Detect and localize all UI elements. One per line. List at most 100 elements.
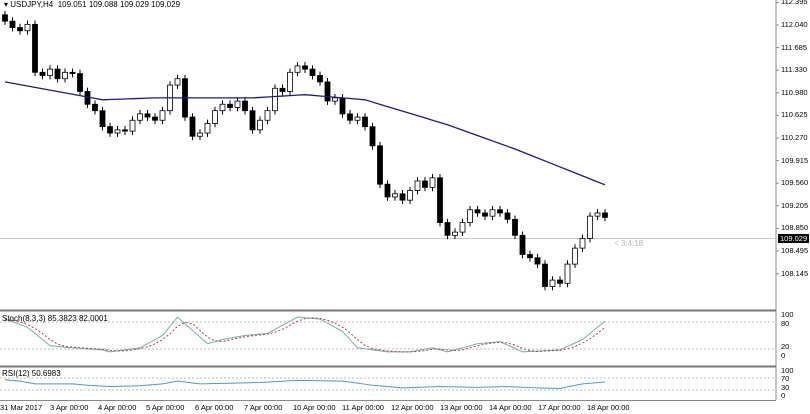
bull-candle [197, 132, 203, 137]
bull-candle [429, 177, 436, 188]
time-tick: 18 Apr 00:00 [587, 403, 630, 412]
stoch-level: 80 [781, 319, 790, 328]
bear-candle [512, 218, 518, 236]
rsi-line [4, 379, 606, 389]
bull-candle [452, 231, 458, 236]
bear-candle [422, 180, 428, 188]
bull-candle [414, 180, 421, 191]
bull-candle [137, 113, 143, 121]
bear-candle [324, 81, 331, 102]
stoch-level: 20 [781, 342, 790, 351]
bear-candle [444, 222, 451, 236]
bull-candle [219, 103, 226, 112]
bear-candle [527, 254, 533, 259]
bear-candle [399, 193, 406, 201]
bear-candle [474, 209, 481, 214]
price-tick: 110.980 [781, 87, 808, 97]
bull-candle [467, 209, 473, 223]
bull-candle [114, 129, 121, 134]
bull-candle [272, 87, 278, 112]
bear-candle [482, 212, 488, 217]
bull-candle [294, 65, 301, 73]
price-tick: 112.395 [781, 0, 808, 7]
bear-candle [437, 177, 443, 223]
time-tick: 14 Apr 00:00 [489, 403, 532, 412]
price-tick: 109.915 [781, 155, 809, 165]
bear-candle [542, 263, 548, 287]
time-tick: 13 Apr 00:00 [440, 403, 483, 412]
bear-candle [144, 113, 151, 118]
bull-candle [594, 212, 601, 217]
bear-candle [347, 113, 353, 121]
bull-candle [407, 190, 413, 201]
bear-candle [302, 65, 308, 70]
bear-candle [557, 279, 563, 284]
bull-candle [129, 119, 136, 132]
bull-candle [287, 71, 293, 92]
time-tick: 12 Apr 00:00 [391, 403, 434, 412]
bear-candle [99, 110, 106, 128]
time-tick: 5 Apr 00:00 [146, 403, 185, 412]
bear-candle [497, 209, 503, 214]
bear-candle [519, 234, 526, 255]
bear-candle [69, 71, 76, 74]
bear-candle [54, 68, 61, 80]
bull-candle [204, 123, 211, 134]
price-tick: 111.330 [781, 65, 807, 75]
bull-candle [579, 238, 586, 249]
bull-candle [549, 279, 556, 287]
bear-candle [2, 14, 8, 22]
bear-candle [152, 116, 158, 121]
symbol-label: USDJPY,H4 [10, 0, 54, 9]
bear-candle [77, 73, 83, 92]
bull-candle [159, 110, 166, 121]
price-tick: 111.685 [781, 42, 807, 52]
bull-candle [24, 23, 31, 32]
ohlc-readout: 109.051 109.088 109.029 109.029 [57, 0, 181, 9]
bull-candle [392, 193, 398, 198]
bear-candle [534, 257, 541, 265]
chart-title: ▾ USDJPY,H4 109.051 109.088 109.029 109.… [4, 0, 181, 9]
bear-candle [317, 75, 323, 83]
bull-candle [234, 100, 241, 108]
bull-candle [212, 110, 218, 124]
time-tick: 4 Apr 00:00 [98, 403, 137, 412]
bull-candle [459, 222, 466, 233]
bull-candle [174, 78, 181, 86]
stoch-level: 0 [781, 351, 786, 360]
bull-candle [489, 209, 496, 217]
time-tick: 31 Mar 2017 [0, 403, 43, 412]
bull-candle [257, 119, 263, 131]
bear-candle [384, 183, 391, 198]
bear-candle [9, 20, 16, 28]
bull-candle [354, 116, 361, 121]
bull-candle [587, 215, 593, 239]
bear-candle [602, 212, 608, 218]
bear-candle [227, 103, 233, 108]
bull-candle [564, 263, 571, 284]
rsi-level: 100 [781, 366, 794, 375]
rsi-level: 30 [781, 383, 790, 392]
bear-candle [279, 87, 286, 92]
time-tick: 3 Apr 00:00 [50, 403, 89, 412]
time-tick: 6 Apr 00:00 [195, 403, 234, 412]
bear-candle [32, 23, 38, 73]
time-tick: 10 Apr 00:00 [293, 403, 336, 412]
bear-candle [122, 129, 128, 132]
bear-candle [362, 116, 368, 128]
bull-candle [572, 247, 578, 265]
rsi-level: 0 [781, 391, 786, 400]
bear-candle [377, 145, 383, 185]
stoch-level: 100 [781, 310, 794, 319]
time-tick: 17 Apr 00:00 [538, 403, 581, 412]
bear-candle [107, 126, 113, 134]
rsi-level: 70 [781, 374, 790, 383]
stoch-signal-line [4, 317, 606, 353]
price-tick: 110.270 [781, 133, 808, 142]
bear-candle [242, 100, 248, 112]
current-price-tag: 109.029 [778, 234, 810, 243]
bull-candle [47, 68, 53, 76]
time-tick: 11 Apr 00:00 [342, 403, 384, 412]
